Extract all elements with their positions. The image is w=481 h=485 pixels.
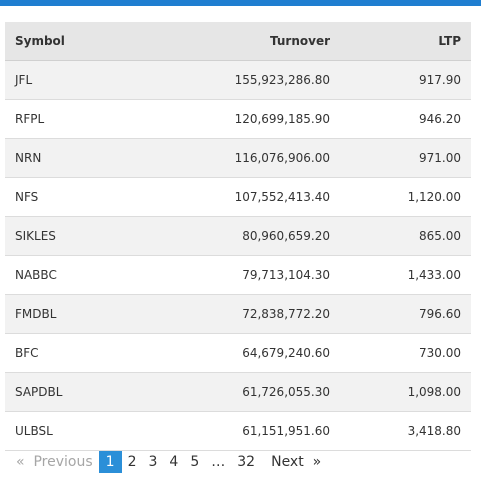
table-row: RFPL 120,699,185.90 946.20 bbox=[5, 100, 471, 139]
turnover-table: Symbol Turnover LTP JFL 155,923,286.80 917… bbox=[5, 22, 471, 451]
cell-symbol: NFS bbox=[15, 190, 39, 204]
pagination-ellipsis: … bbox=[211, 454, 226, 470]
cell-symbol: RFPL bbox=[15, 112, 45, 126]
cell-turnover: 120,699,185.90 bbox=[234, 112, 330, 126]
next-label: Next bbox=[271, 454, 304, 470]
next-arrow-icon: » bbox=[312, 454, 322, 470]
cell-turnover: 72,838,772.20 bbox=[242, 307, 330, 321]
cell-ltp: 971.00 bbox=[419, 151, 461, 165]
header-symbol[interactable]: Symbol bbox=[15, 34, 65, 48]
cell-ltp: 865.00 bbox=[419, 229, 461, 243]
page-1-button[interactable]: 1 bbox=[98, 451, 122, 473]
page-2-button[interactable]: 2 bbox=[127, 454, 137, 470]
table-row: SAPDBL 61,726,055.30 1,098.00 bbox=[5, 373, 471, 412]
previous-label: Previous bbox=[33, 454, 93, 470]
previous-button[interactable]: « Previous bbox=[10, 451, 99, 473]
prev-arrow-icon: « bbox=[16, 454, 25, 470]
cell-turnover: 116,076,906.00 bbox=[234, 151, 330, 165]
cell-turnover: 155,923,286.80 bbox=[234, 73, 330, 87]
table-row: FMDBL 72,838,772.20 796.60 bbox=[5, 295, 471, 334]
cell-turnover: 107,552,413.40 bbox=[234, 190, 330, 204]
cell-ltp: 1,120.00 bbox=[407, 190, 461, 204]
cell-ltp: 3,418.80 bbox=[407, 424, 461, 438]
table-row: BFC 64,679,240.60 730.00 bbox=[5, 334, 471, 373]
cell-turnover: 61,151,951.60 bbox=[242, 424, 330, 438]
cell-ltp: 917.90 bbox=[419, 73, 461, 87]
cell-symbol: SIKLES bbox=[15, 229, 56, 243]
cell-turnover: 61,726,055.30 bbox=[242, 385, 330, 399]
cell-turnover: 80,960,659.20 bbox=[242, 229, 330, 243]
next-button[interactable]: Next » bbox=[265, 451, 327, 473]
cell-ltp: 796.60 bbox=[419, 307, 461, 321]
cell-symbol: FMDBL bbox=[15, 307, 57, 321]
cell-symbol: BFC bbox=[15, 346, 39, 360]
table-row: NABBC 79,713,104.30 1,433.00 bbox=[5, 256, 471, 295]
page-3-button[interactable]: 3 bbox=[148, 454, 158, 470]
cell-turnover: 64,679,240.60 bbox=[242, 346, 330, 360]
cell-ltp: 1,098.00 bbox=[407, 385, 461, 399]
table-row: SIKLES 80,960,659.20 865.00 bbox=[5, 217, 471, 256]
cell-symbol: ULBSL bbox=[15, 424, 53, 438]
table-header: Symbol Turnover LTP bbox=[5, 22, 471, 61]
cell-symbol: SAPDBL bbox=[15, 385, 63, 399]
cell-ltp: 1,433.00 bbox=[407, 268, 461, 282]
top-accent-bar bbox=[0, 0, 481, 6]
table-row: ULBSL 61,151,951.60 3,418.80 bbox=[5, 412, 471, 451]
table-row: NFS 107,552,413.40 1,120.00 bbox=[5, 178, 471, 217]
page-32-button[interactable]: 32 bbox=[237, 454, 256, 470]
page-4-button[interactable]: 4 bbox=[169, 454, 179, 470]
cell-symbol: NRN bbox=[15, 151, 42, 165]
cell-symbol: JFL bbox=[15, 73, 33, 87]
cell-ltp: 946.20 bbox=[419, 112, 461, 126]
header-turnover[interactable]: Turnover bbox=[270, 34, 330, 48]
cell-ltp: 730.00 bbox=[419, 346, 461, 360]
table-row: JFL 155,923,286.80 917.90 bbox=[5, 61, 471, 100]
page-5-button[interactable]: 5 bbox=[190, 454, 200, 470]
cell-symbol: NABBC bbox=[15, 268, 57, 282]
header-ltp[interactable]: LTP bbox=[438, 34, 461, 48]
cell-turnover: 79,713,104.30 bbox=[242, 268, 330, 282]
table-row: NRN 116,076,906.00 971.00 bbox=[5, 139, 471, 178]
